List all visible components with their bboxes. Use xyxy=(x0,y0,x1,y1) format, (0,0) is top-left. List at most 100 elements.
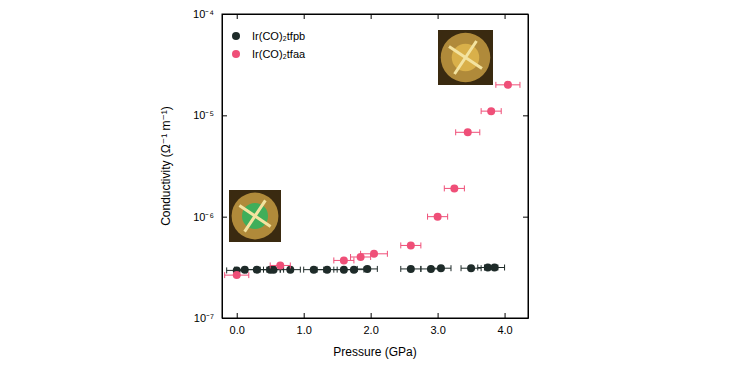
error-bar xyxy=(317,267,337,273)
error-bar-cap xyxy=(400,242,401,248)
point xyxy=(434,213,442,221)
point xyxy=(370,250,378,258)
error-bar xyxy=(401,242,421,248)
x-tick-mark-top xyxy=(438,14,439,19)
y-tick-right xyxy=(523,14,528,15)
y-tick: 10⁻⁴ xyxy=(193,8,227,20)
inset-photo xyxy=(438,30,493,85)
error-bar-cap xyxy=(353,257,354,263)
x-tick-label: 2.0 xyxy=(363,324,378,336)
point xyxy=(437,264,445,272)
error-bar-cap xyxy=(420,266,421,272)
x-tick-top xyxy=(237,14,238,19)
point xyxy=(270,266,278,274)
error-bar-cap xyxy=(400,266,401,272)
error-bar-cap xyxy=(290,262,291,268)
point xyxy=(340,256,348,264)
error-bar-cap xyxy=(495,82,496,88)
x-axis-top xyxy=(223,14,529,19)
point xyxy=(253,266,261,274)
error-bar-cap xyxy=(455,129,456,135)
legend-label: Ir(CO)₂tfaa xyxy=(252,48,306,60)
error-bar-cap xyxy=(447,214,448,220)
chart: 0.01.02.03.04.010⁻⁷10⁻⁶10⁻⁵10⁻⁴Pressure … xyxy=(0,0,737,371)
error-bar-cap xyxy=(333,267,334,273)
x-tick-top xyxy=(371,14,372,19)
error-bar-cap xyxy=(461,265,462,271)
x-tick-label: 0.0 xyxy=(230,324,245,336)
error-bar xyxy=(247,267,267,273)
y-tick-mark-right xyxy=(523,318,528,319)
y-tick-mark xyxy=(222,14,227,15)
y-tick-right xyxy=(523,217,528,218)
y-tick: 10⁻⁵ xyxy=(193,109,227,121)
error-bar-cap xyxy=(333,257,334,263)
x-tick-mark-top xyxy=(304,14,305,19)
y-tick-mark xyxy=(222,217,227,218)
error-bar xyxy=(444,185,464,191)
y-tick-label: 10⁻⁷ xyxy=(194,312,214,324)
y-tick-mark xyxy=(222,115,227,116)
x-tick-top xyxy=(438,14,439,19)
error-bar-cap xyxy=(519,82,520,88)
error-bar-cap xyxy=(270,262,271,268)
series xyxy=(227,264,505,275)
error-bar-cap xyxy=(501,108,502,114)
error-bar-cap xyxy=(226,267,227,273)
error-bar xyxy=(484,265,504,271)
point xyxy=(323,266,331,274)
error-bar xyxy=(401,266,421,272)
error-bar-cap xyxy=(420,266,421,272)
y-tick-label: 10⁻⁵ xyxy=(193,109,214,121)
point xyxy=(450,184,458,192)
x-tick: 3.0 xyxy=(430,313,445,336)
y-tick-mark-right xyxy=(523,217,528,218)
error-bar xyxy=(456,129,480,135)
x-tick-mark xyxy=(438,313,439,318)
point xyxy=(467,264,475,272)
error-bar xyxy=(357,266,377,272)
y-tick-mark xyxy=(222,318,227,319)
x-tick-top xyxy=(505,14,506,19)
error-bar xyxy=(225,272,249,278)
x-axis-title: Pressure (GPa) xyxy=(333,345,416,359)
x-tick-label: 4.0 xyxy=(497,324,512,336)
error-bar-cap xyxy=(300,267,301,273)
point xyxy=(504,81,512,89)
x-tick-mark xyxy=(237,313,238,318)
y-axis-title: Conductivity (Ω⁻¹ m⁻¹) xyxy=(159,106,173,226)
x-tick-top xyxy=(304,14,305,19)
x-tick-mark xyxy=(505,313,506,318)
error-bar xyxy=(496,82,520,88)
x-tick: 4.0 xyxy=(497,313,512,336)
error-bar-cap xyxy=(481,108,482,114)
x-tick-mark-top xyxy=(237,14,238,19)
point xyxy=(233,271,241,279)
y-axis-line xyxy=(222,15,223,319)
y-tick-mark-right xyxy=(523,14,528,15)
x-axis-top-line xyxy=(223,14,529,15)
y-tick-right xyxy=(523,318,528,319)
x-tick: 1.0 xyxy=(297,313,312,336)
error-bar xyxy=(478,265,498,271)
error-bar-cap xyxy=(350,254,351,260)
y-axis-right xyxy=(523,15,529,319)
point xyxy=(487,107,495,115)
y-axis: 10⁻⁷10⁻⁶10⁻⁵10⁻⁴ xyxy=(193,8,227,324)
error-bar-cap xyxy=(464,185,465,191)
error-bar-cap xyxy=(377,266,378,272)
error-bar-cap xyxy=(504,265,505,271)
x-tick: 0.0 xyxy=(230,313,245,336)
error-bar xyxy=(428,214,448,220)
error-bar-cap xyxy=(444,185,445,191)
x-tick-mark xyxy=(304,313,305,318)
y-tick-label: 10⁻⁴ xyxy=(193,8,214,20)
error-bar xyxy=(481,108,501,114)
error-bar-cap xyxy=(224,272,225,278)
point xyxy=(464,128,472,136)
point xyxy=(276,261,284,269)
y-tick-right xyxy=(523,115,528,116)
point xyxy=(363,265,371,273)
point xyxy=(310,266,318,274)
x-tick: 2.0 xyxy=(363,313,378,336)
